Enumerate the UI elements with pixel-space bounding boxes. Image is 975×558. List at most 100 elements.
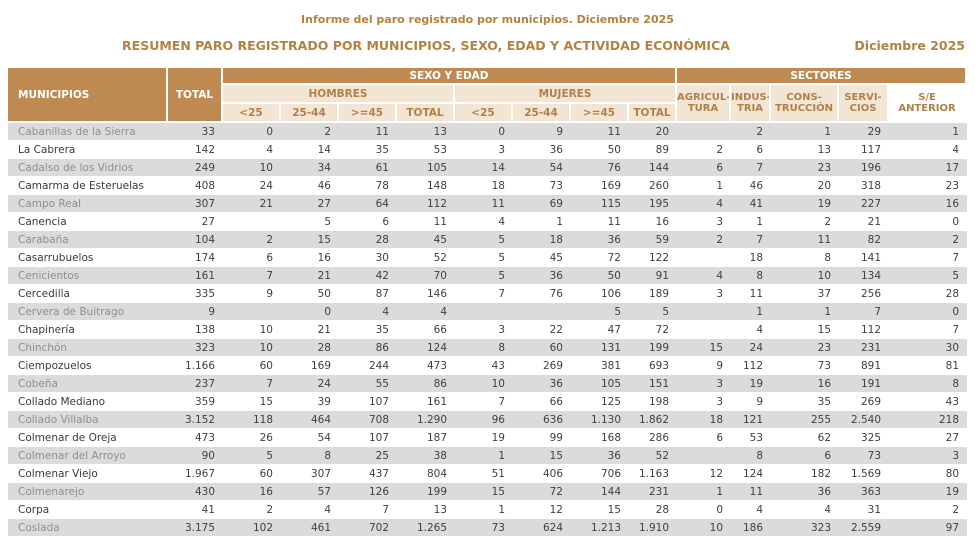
cell-servicios: 269 [839, 393, 890, 411]
cell-hombres-lt25: 7 [223, 267, 281, 285]
cell-hombres-gte45: 42 [339, 267, 397, 285]
cell-mujeres-25-44: 636 [513, 411, 571, 429]
table-row: Cercedilla 335 9 50 87 146 7 76 106 189 … [8, 285, 968, 303]
cell-construccion: 23 [771, 159, 840, 177]
cell-mujeres-total: 89 [629, 141, 678, 159]
cell-hombres-total: 53 [397, 141, 455, 159]
cell-servicios: 117 [839, 141, 890, 159]
municipality-name: Campo Real [8, 195, 168, 213]
cell-industria: 4 [731, 321, 772, 339]
cell-se-anterior: 7 [889, 249, 968, 267]
col-header-mujeres-total: TOTAL [629, 104, 678, 123]
cell-construccion: 1 [771, 303, 840, 321]
cell-hombres-total: 161 [397, 393, 455, 411]
cell-mujeres-lt25: 43 [455, 357, 513, 375]
cell-mujeres-25-44: 9 [513, 123, 571, 141]
cell-se-anterior: 30 [889, 339, 968, 357]
cell-servicios: 7 [839, 303, 890, 321]
cell-mujeres-25-44: 624 [513, 519, 571, 537]
cell-hombres-gte45: 126 [339, 483, 397, 501]
cell-total: 138 [168, 321, 223, 339]
table-row: Colmenar de Oreja 473 26 54 107 187 19 9… [8, 429, 968, 447]
municipality-name: Collado Mediano [8, 393, 168, 411]
cell-hombres-gte45: 35 [339, 141, 397, 159]
cell-mujeres-total: 91 [629, 267, 678, 285]
col-header-hombres-total: TOTAL [397, 104, 455, 123]
cell-hombres-lt25: 21 [223, 195, 281, 213]
cell-hombres-gte45: 437 [339, 465, 397, 483]
cell-hombres-lt25: 102 [223, 519, 281, 537]
cell-industria: 11 [731, 285, 772, 303]
cell-mujeres-gte45: 168 [571, 429, 629, 447]
cell-construccion: 19 [771, 195, 840, 213]
cell-industria: 1 [731, 213, 772, 231]
municipality-name: Cobeña [8, 375, 168, 393]
cell-hombres-total: 804 [397, 465, 455, 483]
cell-agricultura: 12 [677, 465, 732, 483]
cell-hombres-total: 473 [397, 357, 455, 375]
cell-mujeres-gte45: 1.130 [571, 411, 629, 429]
cell-mujeres-total: 1.163 [629, 465, 678, 483]
cell-se-anterior: 2 [889, 231, 968, 249]
cell-mujeres-total: 52 [629, 447, 678, 465]
unemployment-table: MUNICIPIOS TOTAL SEXO Y EDAD SECTORES HO… [8, 68, 968, 537]
cell-mujeres-25-44: 36 [513, 267, 571, 285]
cell-mujeres-total: 189 [629, 285, 678, 303]
cell-hombres-25-44: 4 [281, 501, 339, 519]
cell-hombres-25-44: 21 [281, 321, 339, 339]
cell-construccion: 4 [771, 501, 840, 519]
municipality-name: Carabaña [8, 231, 168, 249]
cell-hombres-25-44: 464 [281, 411, 339, 429]
cell-construccion: 182 [771, 465, 840, 483]
cell-servicios: 134 [839, 267, 890, 285]
cell-mujeres-total: 286 [629, 429, 678, 447]
group-header-sexo-edad: SEXO Y EDAD [223, 68, 678, 85]
cell-se-anterior: 3 [889, 447, 968, 465]
cell-mujeres-gte45: 106 [571, 285, 629, 303]
cell-construccion: 6 [771, 447, 840, 465]
cell-agricultura: 0 [677, 501, 732, 519]
cell-industria: 46 [731, 177, 772, 195]
cell-mujeres-25-44: 60 [513, 339, 571, 357]
cell-mujeres-gte45: 36 [571, 447, 629, 465]
cell-construccion: 62 [771, 429, 840, 447]
cell-construccion: 11 [771, 231, 840, 249]
cell-mujeres-lt25: 7 [455, 285, 513, 303]
col-header-servicios: SERVI- CIOS [839, 85, 890, 123]
cell-hombres-lt25: 9 [223, 285, 281, 303]
municipality-name: Ciempozuelos [8, 357, 168, 375]
cell-mujeres-lt25: 18 [455, 177, 513, 195]
cell-hombres-gte45: 107 [339, 393, 397, 411]
cell-industria: 112 [731, 357, 772, 375]
cell-servicios: 2.540 [839, 411, 890, 429]
cell-hombres-25-44: 28 [281, 339, 339, 357]
group-header-mujeres: MUJERES [455, 85, 678, 104]
cell-construccion: 255 [771, 411, 840, 429]
cell-mujeres-gte45: 47 [571, 321, 629, 339]
cell-mujeres-gte45: 131 [571, 339, 629, 357]
cell-servicios: 112 [839, 321, 890, 339]
cell-hombres-gte45: 25 [339, 447, 397, 465]
table-row: Chapinería 138 10 21 35 66 3 22 47 72 4 … [8, 321, 968, 339]
cell-mujeres-total: 72 [629, 321, 678, 339]
col-header-municipios: MUNICIPIOS [8, 68, 168, 123]
cell-hombres-25-44: 307 [281, 465, 339, 483]
cell-mujeres-25-44: 22 [513, 321, 571, 339]
cell-mujeres-gte45: 11 [571, 213, 629, 231]
cell-hombres-25-44: 24 [281, 375, 339, 393]
cell-se-anterior: 1 [889, 123, 968, 141]
table-row: Chinchón 323 10 28 86 124 8 60 131 199 1… [8, 339, 968, 357]
cell-construccion: 323 [771, 519, 840, 537]
table-row: Coslada 3.175 102 461 702 1.265 73 624 1… [8, 519, 968, 537]
cell-hombres-gte45: 30 [339, 249, 397, 267]
cell-hombres-total: 4 [397, 303, 455, 321]
cell-se-anterior: 0 [889, 213, 968, 231]
cell-mujeres-25-44: 12 [513, 501, 571, 519]
cell-hombres-gte45: 61 [339, 159, 397, 177]
cell-hombres-total: 66 [397, 321, 455, 339]
group-header-sectores: SECTORES [677, 68, 968, 85]
cell-hombres-gte45: 107 [339, 429, 397, 447]
col-header-mujeres-25-44: 25-44 [513, 104, 571, 123]
table-row: Collado Mediano 359 15 39 107 161 7 66 1… [8, 393, 968, 411]
cell-total: 473 [168, 429, 223, 447]
